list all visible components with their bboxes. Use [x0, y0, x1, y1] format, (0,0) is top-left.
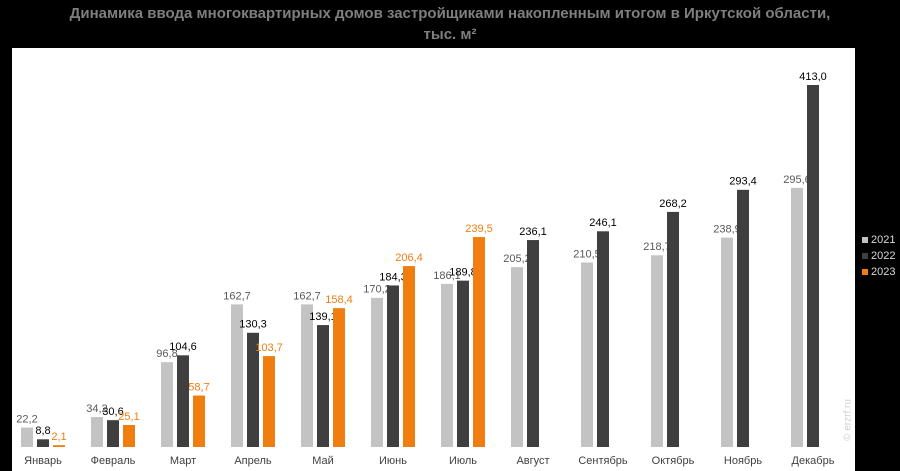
bar — [123, 424, 135, 447]
legend-swatch — [862, 269, 868, 275]
x-tick-label: Март — [170, 455, 196, 467]
watermark: © erzrf.ru — [843, 399, 854, 441]
bar — [441, 283, 453, 447]
legend-label: 2022 — [871, 250, 895, 262]
bar — [651, 255, 663, 447]
bar — [263, 356, 275, 447]
value-label: 205,2 — [503, 253, 531, 265]
value-label: 2,1 — [51, 431, 66, 443]
value-label: 158,4 — [325, 294, 353, 306]
x-tick-label: Август — [516, 455, 549, 467]
value-label: 189,8 — [449, 267, 477, 279]
value-label: 210,5 — [573, 248, 601, 260]
bar — [301, 304, 313, 447]
legend-label: 2023 — [871, 266, 895, 278]
legend-label: 2021 — [871, 234, 895, 246]
value-label: 139,1 — [309, 311, 337, 323]
bar — [511, 267, 523, 447]
bar — [53, 445, 65, 447]
bar — [737, 189, 749, 447]
value-label: 293,4 — [729, 176, 757, 188]
x-tick-label: Январь — [24, 455, 62, 467]
value-label: 104,6 — [169, 341, 197, 353]
value-label: 268,2 — [659, 198, 687, 210]
value-label: 239,5 — [465, 223, 493, 235]
bar — [457, 280, 469, 447]
x-tick-label: Сентябрь — [578, 455, 628, 467]
bar — [667, 211, 679, 447]
x-tick-label: Июнь — [379, 455, 407, 467]
value-label: 34,2 — [86, 403, 107, 415]
bar — [177, 355, 189, 447]
bar — [333, 308, 345, 447]
value-label: 162,7 — [223, 290, 251, 302]
value-label: 246,1 — [589, 217, 617, 229]
value-label: 170,2 — [363, 284, 391, 296]
bar — [247, 332, 259, 447]
value-label: 184,3 — [379, 271, 407, 283]
bar — [317, 325, 329, 447]
bar — [791, 187, 803, 448]
plot-area — [12, 48, 855, 471]
bar — [721, 237, 733, 447]
legend-swatch — [862, 237, 868, 243]
legend-swatch — [862, 253, 868, 259]
bar — [91, 417, 103, 447]
value-label: 236,1 — [519, 226, 547, 238]
value-label: 162,7 — [293, 290, 321, 302]
value-label: 22,2 — [16, 413, 37, 425]
value-label: 96,8 — [156, 348, 177, 360]
bar — [387, 285, 399, 447]
x-tick-label: Октябрь — [652, 455, 695, 467]
bar — [161, 362, 173, 447]
x-tick-label: Февраль — [91, 455, 136, 467]
bar — [597, 231, 609, 447]
bar — [403, 266, 415, 447]
value-label: 58,7 — [188, 381, 209, 393]
value-label: 8,8 — [35, 425, 50, 437]
value-label: 413,0 — [799, 71, 827, 83]
bar — [37, 439, 49, 447]
bar — [107, 420, 119, 447]
bar — [581, 262, 593, 447]
bar — [193, 395, 205, 447]
bar — [473, 237, 485, 447]
value-label: 238,9 — [713, 224, 741, 236]
value-label: 186,1 — [433, 270, 461, 282]
x-tick-label: Декабрь — [792, 455, 835, 467]
value-label: 25,1 — [118, 411, 139, 423]
value-label: 295,6 — [783, 174, 811, 186]
chart-title: Динамика ввода многоквартирных домов зас… — [70, 5, 831, 43]
value-label: 218,7 — [643, 241, 671, 253]
bar — [527, 240, 539, 447]
x-tick-label: Апрель — [234, 455, 272, 467]
value-label: 30,6 — [102, 406, 123, 418]
value-label: 103,7 — [255, 342, 283, 354]
x-tick-label: Май — [312, 455, 334, 467]
bar — [807, 85, 819, 447]
x-tick-label: Ноябрь — [724, 455, 762, 467]
value-label: 206,4 — [395, 252, 423, 264]
x-tick-label: Июль — [449, 455, 477, 467]
bar — [371, 297, 383, 447]
bar — [231, 304, 243, 447]
value-label: 130,3 — [239, 319, 267, 331]
bar — [21, 427, 33, 447]
